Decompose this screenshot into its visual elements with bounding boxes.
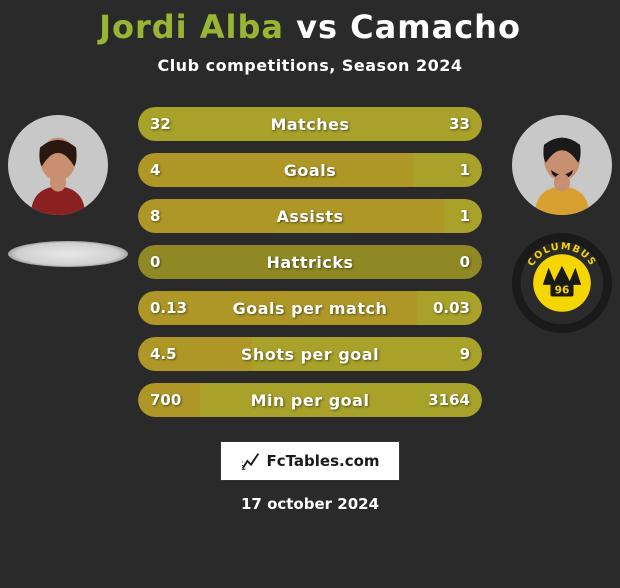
person-icon xyxy=(13,125,103,215)
player1-avatar xyxy=(8,115,108,215)
player2-club-badge: COLUMBUS CREW SC 96 xyxy=(512,233,612,333)
stat-row: 8Assists1 xyxy=(138,199,482,233)
stat-value-right: 9 xyxy=(460,345,470,363)
stat-row: 4.5Shots per goal9 xyxy=(138,337,482,371)
stat-label: Hattricks xyxy=(138,253,482,272)
player1-name: Jordi Alba xyxy=(99,8,284,46)
source-badge: FcTables.com xyxy=(220,441,400,481)
person-icon xyxy=(517,125,607,215)
stats-content: COLUMBUS CREW SC 96 32Matches33 4Goals1 8A… xyxy=(0,103,620,423)
comparison-title: Jordi Alba vs Camacho xyxy=(0,8,620,46)
stat-label: Assists xyxy=(138,207,482,226)
stat-row: 700Min per goal3164 xyxy=(138,383,482,417)
stat-value-right: 3164 xyxy=(428,391,470,409)
stat-row: 0.13Goals per match0.03 xyxy=(138,291,482,325)
stat-value-right: 1 xyxy=(460,161,470,179)
stat-rows: 32Matches33 4Goals1 8Assists1 0Hattricks0 0.… xyxy=(138,107,482,429)
columbus-crew-icon: COLUMBUS CREW SC 96 xyxy=(514,235,610,331)
date-text: 17 october 2024 xyxy=(0,495,620,513)
stat-row: 4Goals1 xyxy=(138,153,482,187)
club-center-number: 96 xyxy=(555,285,570,297)
stat-value-right: 0.03 xyxy=(433,299,470,317)
vs-text: vs xyxy=(296,8,338,46)
stat-row: 32Matches33 xyxy=(138,107,482,141)
chart-icon xyxy=(240,450,262,472)
stat-label: Matches xyxy=(138,115,482,134)
stat-label: Shots per goal xyxy=(138,345,482,364)
source-text: FcTables.com xyxy=(266,452,379,470)
stat-value-right: 33 xyxy=(449,115,470,133)
subtitle: Club competitions, Season 2024 xyxy=(0,56,620,75)
stat-row: 0Hattricks0 xyxy=(138,245,482,279)
stat-value-right: 0 xyxy=(460,253,470,271)
player1-club-badge xyxy=(8,241,128,267)
stat-label: Goals per match xyxy=(138,299,482,318)
player2-name: Camacho xyxy=(350,8,521,46)
stat-value-right: 1 xyxy=(460,207,470,225)
player2-avatar xyxy=(512,115,612,215)
stat-label: Goals xyxy=(138,161,482,180)
